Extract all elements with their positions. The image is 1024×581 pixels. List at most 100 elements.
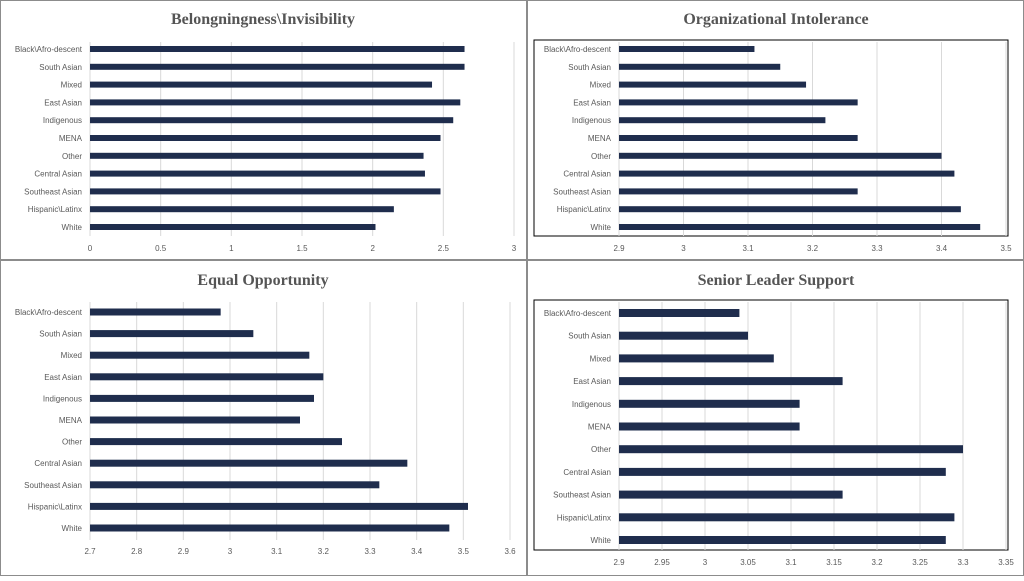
panel-frame: [527, 260, 1024, 576]
category-label: White: [591, 536, 612, 545]
x-tick-label: 3: [703, 558, 708, 567]
bar: [90, 206, 394, 213]
bar: [90, 117, 454, 124]
category-label: South Asian: [568, 63, 611, 72]
bar: [619, 188, 858, 195]
category-label: MENA: [588, 134, 612, 143]
bar: [90, 99, 461, 106]
category-label: Mixed: [61, 81, 82, 90]
category-label: Central Asian: [34, 459, 82, 468]
bar: [619, 81, 807, 88]
x-tick-label: 3.2: [807, 244, 819, 253]
bar: [619, 377, 843, 386]
bar: [619, 399, 800, 408]
bar: [90, 308, 221, 316]
category-label: Hispanic\Latinx: [28, 205, 82, 214]
x-tick-label: 3.5: [1000, 244, 1012, 253]
bar: [619, 206, 961, 213]
bar: [90, 524, 450, 532]
x-tick-label: 2.9: [613, 558, 625, 567]
x-tick-label: 3.3: [364, 547, 376, 556]
x-tick-label: 3.15: [826, 558, 842, 567]
x-tick-label: 2.8: [131, 547, 143, 556]
bar: [90, 438, 342, 446]
category-label: East Asian: [573, 98, 611, 107]
bar: [619, 170, 955, 177]
x-tick-label: 3.05: [740, 558, 756, 567]
x-tick-label: 3.35: [998, 558, 1014, 567]
bar: [619, 224, 981, 230]
bar: [619, 422, 800, 431]
x-tick-label: 3.3: [871, 244, 883, 253]
category-label: South Asian: [39, 63, 82, 72]
category-label: MENA: [588, 423, 612, 432]
x-tick-label: 3.1: [742, 244, 754, 253]
x-tick-label: 3: [228, 547, 233, 556]
category-label: White: [62, 223, 83, 232]
category-label: East Asian: [573, 377, 611, 386]
category-label: Mixed: [61, 351, 82, 360]
plot-area-border: [533, 39, 1009, 237]
category-label: MENA: [59, 134, 83, 143]
x-tick-label: 3.4: [936, 244, 948, 253]
x-tick-label: 3.5: [458, 547, 470, 556]
category-label: Hispanic\Latinx: [557, 513, 611, 522]
chart-title: Equal Opportunity: [197, 272, 328, 289]
category-label: Black\Afro-descent: [15, 45, 83, 54]
bar: [619, 467, 946, 476]
bar: [90, 63, 465, 70]
bar: [90, 152, 424, 159]
category-label: Black\Afro-descent: [15, 308, 83, 317]
bar: [619, 309, 740, 317]
x-tick-label: 3.25: [912, 558, 928, 567]
category-label: Black\Afro-descent: [544, 309, 612, 318]
x-tick-label: 2.5: [438, 244, 450, 253]
category-label: Other: [62, 152, 82, 161]
category-label: Mixed: [590, 81, 611, 90]
x-tick-label: 3.1: [785, 558, 797, 567]
bar: [619, 354, 774, 363]
bar: [90, 46, 465, 52]
bar: [90, 224, 376, 230]
bar: [619, 152, 942, 159]
bar: [90, 502, 468, 510]
category-label: Hispanic\Latinx: [28, 502, 82, 511]
bar: [90, 416, 300, 424]
bar: [90, 188, 441, 195]
bar: [619, 63, 781, 70]
category-label: White: [591, 223, 612, 232]
x-tick-label: 3.1: [271, 547, 283, 556]
category-label: Southeast Asian: [24, 187, 82, 196]
panel-frame: [0, 0, 527, 260]
x-tick-label: 2.95: [654, 558, 670, 567]
bar: [90, 373, 324, 381]
category-label: Other: [62, 438, 82, 447]
x-tick-label: 2.9: [178, 547, 190, 556]
x-tick-label: 1.5: [296, 244, 308, 253]
category-label: Mixed: [590, 354, 611, 363]
bar: [619, 46, 755, 52]
bar: [90, 394, 314, 402]
chart-title: Organizational Intolerance: [683, 11, 868, 28]
bar: [619, 331, 748, 340]
category-label: Other: [591, 445, 611, 454]
bar: [90, 170, 425, 177]
category-label: East Asian: [44, 373, 82, 382]
category-label: South Asian: [39, 330, 82, 339]
category-label: Indigenous: [572, 400, 611, 409]
bar: [90, 351, 310, 359]
x-tick-label: 3.4: [411, 547, 423, 556]
bar: [619, 99, 858, 106]
category-label: East Asian: [44, 98, 82, 107]
x-tick-label: 3: [512, 244, 517, 253]
category-label: Southeast Asian: [24, 481, 82, 490]
category-label: White: [62, 524, 83, 533]
bar: [619, 513, 955, 522]
bar: [90, 459, 408, 467]
bar: [619, 490, 843, 499]
bar: [619, 536, 946, 544]
bar: [619, 117, 826, 124]
x-tick-label: 1: [229, 244, 234, 253]
